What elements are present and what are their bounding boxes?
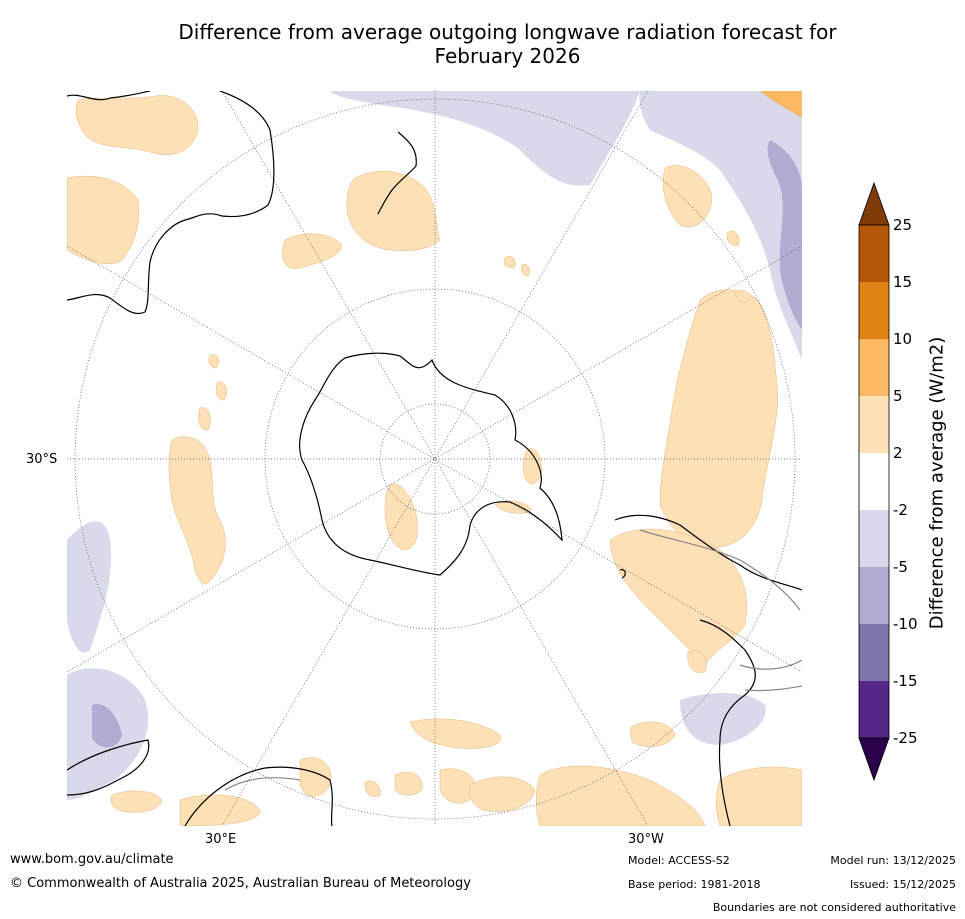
colorbar <box>858 181 890 782</box>
colorbar-tick-5: 5 <box>893 387 903 405</box>
lon-label-30e: 30°E <box>205 832 237 847</box>
negative-anomaly-areas <box>67 91 802 800</box>
positive-anomaly-patch <box>394 772 423 796</box>
colorbar-tick-15: 15 <box>893 273 913 291</box>
negative-anomaly-patch <box>92 704 122 748</box>
positive-anomaly-patch <box>659 289 779 549</box>
negative-anomaly-patch <box>67 521 111 653</box>
colorbar-tick-25: 25 <box>893 216 913 234</box>
model-run-text: Model run: 13/12/2025 <box>830 854 956 867</box>
positive-anomaly-patch <box>215 381 228 401</box>
positive-anomaly-patch <box>208 354 220 369</box>
colorbar-band-m5-m10 <box>859 567 889 624</box>
map-title: Difference from average outgoing longwav… <box>100 20 915 68</box>
copyright-text: © Commonwealth of Australia 2025, Austra… <box>10 876 471 891</box>
positive-anomaly-patch <box>179 794 261 826</box>
positive-anomaly-patch <box>67 175 140 265</box>
positive-anomaly-patch <box>716 766 802 826</box>
positive-anomaly-patch <box>469 776 536 812</box>
positive-anomaly-patch <box>503 255 516 269</box>
positive-anomaly-areas <box>67 91 802 826</box>
title-line-1: Difference from average outgoing longwav… <box>178 20 837 44</box>
title-line-2: February 2026 <box>434 44 581 68</box>
positive-anomaly-patch <box>734 290 751 302</box>
colorbar-band-5-10 <box>859 339 889 396</box>
colorbar-tick-m10: -10 <box>893 615 918 633</box>
positive-anomaly-patch <box>110 790 163 813</box>
model-text: Model: ACCESS-S2 <box>628 854 730 867</box>
positive-anomaly-patch <box>759 91 802 119</box>
colorbar-tick-m5: -5 <box>893 558 908 576</box>
disclaimer-text: Boundaries are not considered authoritat… <box>712 901 956 914</box>
positive-anomaly-patch <box>364 780 381 798</box>
positive-anomaly-patch <box>523 448 543 484</box>
colorbar-tick-m15: -15 <box>893 672 918 690</box>
positive-anomaly-patch <box>726 230 740 247</box>
colorbar-band-neutral <box>859 453 889 510</box>
negative-anomaly-patch <box>767 140 802 330</box>
positive-anomaly-patch <box>75 95 199 156</box>
colorbar-band-m15-m25 <box>859 681 889 738</box>
lat-label-30s: 30°S <box>26 452 58 467</box>
colorbar-band-10-15 <box>859 282 889 339</box>
colorbar-tick-10: 10 <box>893 330 913 348</box>
positive-anomaly-patch <box>168 436 226 585</box>
positive-anomaly-patch <box>409 718 501 749</box>
coastlines <box>67 91 802 826</box>
positive-anomaly-patch <box>299 757 332 797</box>
graticule <box>67 91 802 826</box>
negative-anomaly-patch <box>680 693 766 745</box>
colorbar-under-triangle <box>858 737 890 782</box>
positive-anomaly-patch <box>609 528 747 666</box>
colorbar-tick-2: 2 <box>893 444 903 462</box>
base-period-text: Base period: 1981-2018 <box>628 878 761 891</box>
positive-anomaly-patch <box>198 407 211 431</box>
colorbar-tick-m2: -2 <box>893 501 908 519</box>
colorbar-band-15-25 <box>859 225 889 282</box>
colorbar-tick-m25: -25 <box>893 729 918 747</box>
colorbar-band-2-5 <box>859 396 889 453</box>
lon-label-30w: 30°W <box>628 832 664 847</box>
colorbar-band-m2-m5 <box>859 510 889 567</box>
issued-text: Issued: 15/12/2025 <box>849 878 956 891</box>
positive-anomaly-patch <box>687 650 707 673</box>
positive-anomaly-patch <box>536 765 706 826</box>
colorbar-band-m10-m15 <box>859 624 889 681</box>
positive-anomaly-patch <box>662 165 713 228</box>
negative-anomaly-patch <box>639 91 802 360</box>
negative-anomaly-patch <box>330 91 640 186</box>
website-link[interactable]: www.bom.gov.au/climate <box>10 852 174 867</box>
positive-anomaly-patch <box>521 264 530 277</box>
positive-anomaly-patch <box>282 233 343 269</box>
colorbar-label: Difference from average (W/m2) <box>926 336 948 630</box>
positive-anomaly-patch <box>629 721 676 747</box>
borders <box>224 529 802 791</box>
positive-anomaly-patch <box>346 171 441 251</box>
colorbar-over-triangle <box>858 181 890 226</box>
